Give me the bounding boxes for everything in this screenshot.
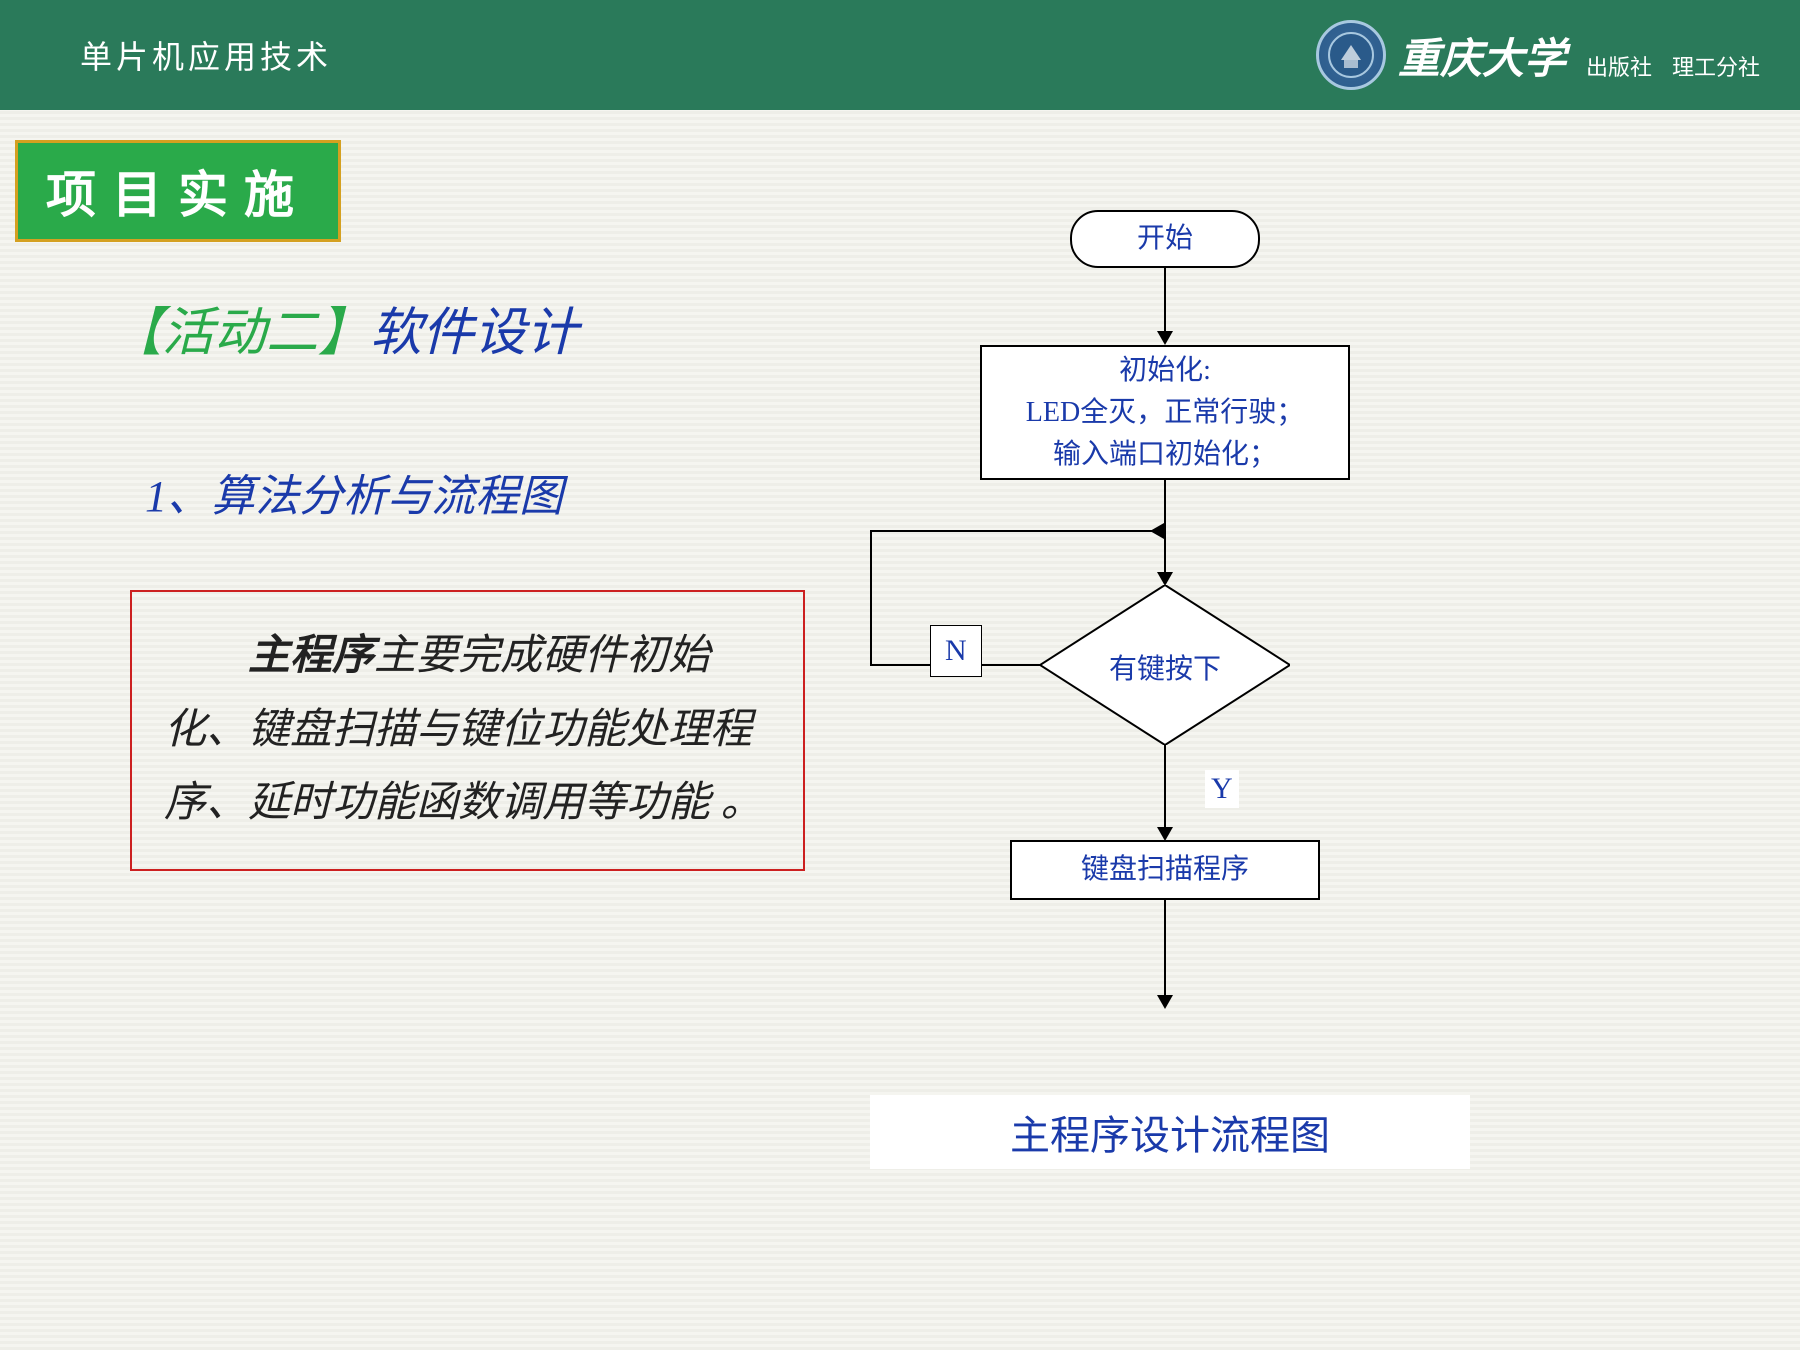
- header-bar: 单片机应用技术 重庆大学 出版社 理工分社: [0, 0, 1800, 110]
- flow-label-yes: Y: [1205, 770, 1239, 808]
- subsection-number: 1、: [145, 472, 211, 521]
- university-logo-icon: [1316, 20, 1386, 90]
- flow-arrow: [1164, 268, 1166, 331]
- flow-arrow: [1164, 745, 1166, 827]
- arrowhead-icon: [1157, 331, 1173, 345]
- flow-decision-node: 有键按下: [1040, 585, 1290, 745]
- flow-start-text: 开始: [1137, 218, 1193, 260]
- flow-decision-text: 有键按下: [1040, 647, 1290, 687]
- subsection-label: 算法分析与流程图: [211, 472, 563, 521]
- flow-init-line1: 初始化:: [1119, 350, 1211, 392]
- flow-init-line2: LED全灭，正常行驶；: [1026, 392, 1304, 434]
- flow-init-node: 初始化: LED全灭，正常行驶； 输入端口初始化；: [980, 345, 1350, 480]
- bracket-left: 【: [110, 305, 162, 362]
- flow-scan-node: 键盘扫描程序: [1010, 840, 1320, 900]
- flow-loop-line: [870, 530, 1164, 532]
- project-badge: 项目实施: [15, 140, 341, 242]
- flow-init-line3: 输入端口初始化；: [1053, 434, 1277, 476]
- bracket-right: 】: [318, 305, 370, 362]
- arrowhead-icon: [1157, 995, 1173, 1009]
- section-heading: 【活动二】软件设计: [110, 290, 578, 365]
- flow-start-node: 开始: [1070, 210, 1260, 268]
- arrowhead-icon: [1157, 827, 1173, 841]
- description-box: 主程序主要完成硬件初始化、键盘扫描与键位功能处理程序、延时功能函数调用等功能 。: [130, 590, 805, 871]
- flowchart-diagram: 开始 初始化: LED全灭，正常行驶； 输入端口初始化； 有键按下 N Y 键盘…: [860, 190, 1480, 1090]
- arrowhead-icon: [1150, 523, 1164, 539]
- subsection-heading: 1、算法分析与流程图: [145, 460, 563, 524]
- arrowhead-icon: [1157, 572, 1173, 586]
- flow-loop-line: [870, 530, 872, 665]
- flow-label-no: N: [930, 625, 982, 677]
- flow-scan-text: 键盘扫描程序: [1081, 849, 1249, 891]
- header-branding: 重庆大学 出版社 理工分社: [1316, 20, 1760, 90]
- section-title-text: 软件设计: [370, 305, 578, 362]
- badge-text: 项目实施: [46, 167, 310, 223]
- flow-arrow: [1164, 900, 1166, 995]
- university-name: 重庆大学: [1398, 25, 1566, 86]
- course-title: 单片机应用技术: [80, 32, 332, 78]
- activity-label: 活动二: [162, 305, 318, 362]
- flowchart-caption: 主程序设计流程图: [870, 1095, 1470, 1169]
- flow-arrow: [1164, 480, 1166, 572]
- desc-strong: 主程序: [248, 633, 374, 679]
- publisher-label: 出版社: [1586, 50, 1652, 82]
- dept-label: 理工分社: [1672, 50, 1760, 82]
